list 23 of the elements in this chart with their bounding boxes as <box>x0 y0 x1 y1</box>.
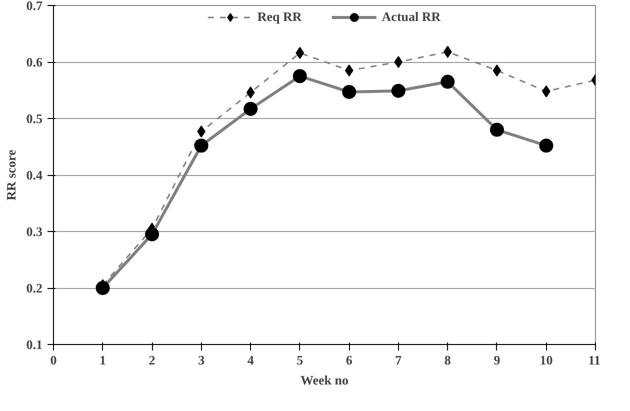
x-tick-label: 4 <box>247 352 254 368</box>
x-tick-label: 5 <box>296 352 304 368</box>
legend-label: Actual RR <box>382 9 441 25</box>
y-tick-label: 0.5 <box>26 111 43 126</box>
x-tick-label: 11 <box>588 352 601 368</box>
y-axis-title: RR score <box>3 149 18 200</box>
x-tick-label: 9 <box>494 352 501 368</box>
x-tick-label: 10 <box>540 352 553 368</box>
x-tick-label: 0 <box>50 352 57 368</box>
y-tick-label: 0.6 <box>26 54 43 70</box>
y-tick-label: 0.2 <box>26 280 42 296</box>
y-tick-label: 0.4 <box>26 168 43 182</box>
x-tick-label: 3 <box>198 352 206 368</box>
y-tick-label: 0.3 <box>26 224 43 239</box>
y-tick-label: 0.7 <box>26 0 43 13</box>
x-tick-label: 8 <box>444 352 452 368</box>
y-tick-label: 0.1 <box>26 337 42 352</box>
x-axis-title: Week no <box>300 372 349 388</box>
x-tick-label: 7 <box>395 352 402 368</box>
legend-label: Req RR <box>257 9 302 25</box>
x-tick-label: 6 <box>346 352 353 368</box>
x-tick-label: 2 <box>148 352 156 368</box>
x-tick-label: 1 <box>100 352 106 368</box>
